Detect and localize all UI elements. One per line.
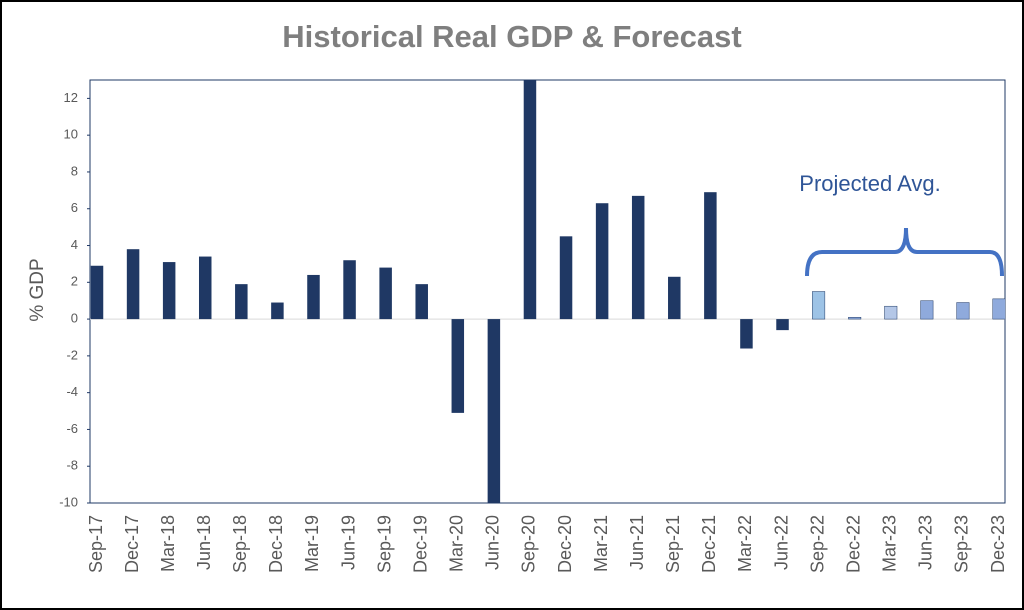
chart-title: Historical Real GDP & Forecast bbox=[282, 19, 741, 54]
x-tick-label: Sep-22 bbox=[807, 515, 827, 573]
y-tick-label: -4 bbox=[66, 384, 78, 399]
x-tick-label: Sep-21 bbox=[663, 515, 683, 573]
y-tick-label: -8 bbox=[66, 458, 78, 473]
x-tick-label: Mar-23 bbox=[880, 515, 900, 572]
bar bbox=[812, 291, 826, 320]
x-tick-label: Sep-20 bbox=[519, 515, 539, 573]
x-tick-label: Mar-18 bbox=[158, 515, 178, 572]
y-axis-label: % GDP bbox=[27, 258, 48, 321]
x-tick-label: Jun-21 bbox=[627, 515, 647, 570]
bar bbox=[415, 284, 428, 320]
bar bbox=[162, 262, 176, 320]
x-tick-label: Sep-19 bbox=[374, 515, 394, 573]
bar bbox=[198, 256, 212, 320]
bar bbox=[956, 302, 970, 320]
annotation: Projected Avg. bbox=[799, 171, 940, 196]
plot-area bbox=[89, 79, 1006, 504]
x-tick-label: Dec-23 bbox=[988, 515, 1008, 573]
bar bbox=[740, 319, 753, 349]
x-tick-label: Sep-18 bbox=[230, 515, 250, 573]
y-tick-label: 6 bbox=[71, 200, 78, 215]
x-tick-label: Mar-22 bbox=[735, 515, 755, 572]
bar bbox=[451, 319, 465, 413]
x-tick-label: Jun-22 bbox=[771, 515, 791, 570]
y-tick-label: 4 bbox=[71, 237, 78, 252]
y-tick-label: -2 bbox=[66, 347, 78, 362]
x-tick-label: Dec-21 bbox=[699, 515, 719, 573]
x-tick-label: Jun-19 bbox=[338, 515, 358, 570]
x-tick-label: Dec-22 bbox=[843, 515, 863, 573]
bar bbox=[235, 284, 248, 320]
x-tick-label: Sep-17 bbox=[86, 515, 106, 573]
bar bbox=[271, 302, 284, 320]
x-tick-label: Dec-20 bbox=[555, 515, 575, 573]
y-tick-label: -6 bbox=[66, 421, 78, 436]
x-tick-label: Dec-18 bbox=[266, 515, 286, 573]
x-tick-label: Dec-17 bbox=[122, 515, 142, 573]
x-tick-label: Mar-21 bbox=[591, 515, 611, 572]
bar bbox=[487, 319, 501, 503]
y-tick-label: 12 bbox=[64, 90, 78, 105]
bar bbox=[776, 319, 789, 331]
bar bbox=[668, 276, 681, 320]
bar bbox=[595, 203, 609, 320]
x-tick-label: Dec-19 bbox=[410, 515, 430, 573]
bar bbox=[90, 265, 104, 320]
x-tick-label: Sep-23 bbox=[952, 515, 972, 573]
y-tick-label: 10 bbox=[64, 127, 78, 142]
y-tick-label: -10 bbox=[59, 494, 78, 509]
bar bbox=[992, 298, 1006, 320]
brace bbox=[805, 227, 1004, 277]
bar bbox=[559, 236, 573, 320]
x-tick-label: Jun-23 bbox=[916, 515, 936, 570]
bar bbox=[523, 80, 537, 320]
x-tick-label: Mar-19 bbox=[302, 515, 322, 572]
bar bbox=[884, 305, 898, 320]
bar bbox=[126, 249, 140, 320]
bar bbox=[848, 316, 862, 320]
x-tick-label: Jun-20 bbox=[483, 515, 503, 570]
bar bbox=[704, 192, 717, 320]
x-tick-label: Jun-18 bbox=[194, 515, 214, 570]
y-tick-label: 8 bbox=[71, 163, 78, 178]
bar bbox=[307, 274, 320, 320]
bar bbox=[379, 267, 392, 320]
y-tick-label: 2 bbox=[71, 274, 78, 289]
bar bbox=[631, 195, 645, 320]
bar bbox=[920, 300, 934, 320]
bar bbox=[343, 260, 356, 320]
y-tick-label: 0 bbox=[71, 311, 78, 326]
x-tick-label: Mar-20 bbox=[447, 515, 467, 572]
